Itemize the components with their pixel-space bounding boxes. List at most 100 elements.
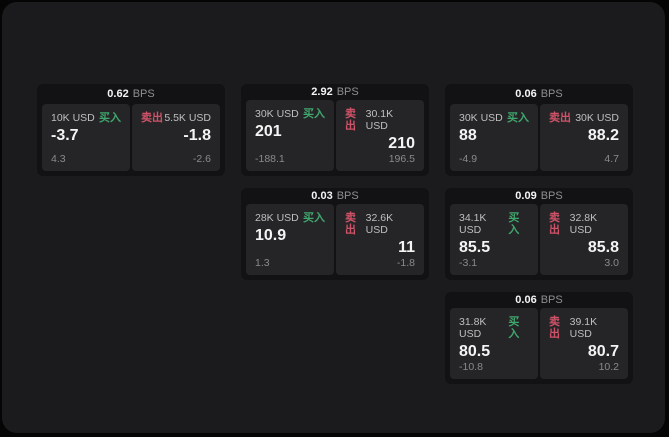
sell-notional: 30K USD <box>575 112 619 124</box>
sell-price: 85.8 <box>587 239 619 256</box>
sell-side-label: 卖出 <box>549 112 571 124</box>
quote-panels: 34.1K USD 买入 85.5 -3.1 卖出 32.8K USD 85.8… <box>450 204 628 275</box>
bps-unit-label: BPS <box>540 190 563 202</box>
sell-side-label: 卖出 <box>549 212 560 236</box>
quote-card: 0.06 BPS 31.8K USD 买入 80.5 -10.8 卖出 39.1… <box>445 292 633 384</box>
quote-card: 2.92 BPS 30K USD 买入 201 -188.1 卖出 30.1K … <box>241 84 429 176</box>
quote-panels: 30K USD 买入 88 -4.9 卖出 30K USD 88.2 4.7 <box>450 104 628 171</box>
spread-value: 0.06 <box>515 88 537 100</box>
bps-unit-label: BPS <box>336 190 359 202</box>
buy-delta: -3.1 <box>459 257 478 269</box>
sell-top-row: 卖出 5.5K USD <box>141 112 211 124</box>
bps-unit-label: BPS <box>540 294 563 306</box>
quote-card: 0.62 BPS 10K USD 买入 -3.7 4.3 卖出 5.5K USD… <box>37 84 225 176</box>
spread-value: 0.09 <box>515 190 537 202</box>
sell-quote-tile[interactable]: 卖出 39.1K USD 80.7 10.2 <box>540 308 628 379</box>
buy-delta: -10.8 <box>459 361 483 373</box>
buy-notional: 31.8K USD <box>459 316 487 340</box>
spread-value: 0.03 <box>311 190 333 202</box>
buy-quote-tile[interactable]: 10K USD 买入 -3.7 4.3 <box>42 104 130 171</box>
buy-price: 80.5 <box>459 343 491 360</box>
quote-panels: 30K USD 买入 201 -188.1 卖出 30.1K USD 210 1… <box>246 100 424 171</box>
buy-price: 85.5 <box>459 239 491 256</box>
sell-delta: -2.6 <box>192 153 211 165</box>
buy-notional: 34.1K USD <box>459 212 487 236</box>
sell-top-row: 卖出 39.1K USD <box>549 316 619 340</box>
buy-quote-tile[interactable]: 30K USD 买入 88 -4.9 <box>450 104 538 171</box>
sell-top-row: 卖出 30.1K USD <box>345 108 415 132</box>
quote-card: 0.03 BPS 28K USD 买入 10.9 1.3 卖出 32.6K US… <box>241 188 429 280</box>
spread-header: 2.92 BPS <box>246 84 424 100</box>
sell-side-label: 卖出 <box>345 212 356 236</box>
quote-card: 0.06 BPS 30K USD 买入 88 -4.9 卖出 30K USD 8… <box>445 84 633 176</box>
sell-side-label: 卖出 <box>345 108 356 132</box>
buy-side-label: 买入 <box>507 112 529 124</box>
buy-quote-tile[interactable]: 34.1K USD 买入 85.5 -3.1 <box>450 204 538 275</box>
buy-price: 201 <box>255 123 282 140</box>
buy-top-row: 34.1K USD 买入 <box>459 212 529 236</box>
quote-panels: 31.8K USD 买入 80.5 -10.8 卖出 39.1K USD 80.… <box>450 308 628 379</box>
buy-quote-tile[interactable]: 30K USD 买入 201 -188.1 <box>246 100 334 171</box>
buy-price: 10.9 <box>255 227 287 244</box>
sell-side-label: 卖出 <box>141 112 163 124</box>
sell-top-row: 卖出 30K USD <box>549 112 619 124</box>
quote-grid: 0.62 BPS 10K USD 买入 -3.7 4.3 卖出 5.5K USD… <box>37 84 633 384</box>
sell-price: 80.7 <box>587 343 619 360</box>
buy-delta: 4.3 <box>51 153 66 165</box>
bps-unit-label: BPS <box>132 88 155 100</box>
sell-delta: 196.5 <box>388 153 415 165</box>
sell-notional: 5.5K USD <box>164 112 211 124</box>
buy-side-label: 买入 <box>508 316 520 340</box>
spread-value: 0.06 <box>515 294 537 306</box>
buy-top-row: 10K USD 买入 <box>51 112 121 124</box>
buy-top-row: 30K USD 买入 <box>255 108 325 120</box>
sell-price: 11 <box>398 239 415 256</box>
buy-delta: 1.3 <box>255 257 270 269</box>
sell-notional: 32.8K USD <box>569 212 598 236</box>
buy-notional: 28K USD <box>255 212 299 224</box>
sell-price: -1.8 <box>183 127 211 144</box>
buy-price: 88 <box>459 127 477 144</box>
sell-quote-tile[interactable]: 卖出 5.5K USD -1.8 -2.6 <box>132 104 220 171</box>
buy-top-row: 31.8K USD 买入 <box>459 316 529 340</box>
buy-side-label: 买入 <box>99 112 121 124</box>
bps-unit-label: BPS <box>336 86 359 98</box>
sell-quote-tile[interactable]: 卖出 30.1K USD 210 196.5 <box>336 100 424 171</box>
buy-top-row: 30K USD 买入 <box>459 112 529 124</box>
sell-price: 88.2 <box>587 127 619 144</box>
sell-notional: 30.1K USD <box>365 108 394 132</box>
spread-value: 2.92 <box>311 86 333 98</box>
buy-side-label: 买入 <box>303 108 325 120</box>
spread-header: 0.06 BPS <box>450 292 628 308</box>
sell-price: 210 <box>388 135 415 152</box>
sell-quote-tile[interactable]: 卖出 32.6K USD 11 -1.8 <box>336 204 424 275</box>
buy-quote-tile[interactable]: 28K USD 买入 10.9 1.3 <box>246 204 334 275</box>
sell-notional: 32.6K USD <box>365 212 394 236</box>
buy-notional: 30K USD <box>255 108 299 120</box>
buy-notional: 30K USD <box>459 112 503 124</box>
sell-quote-tile[interactable]: 卖出 30K USD 88.2 4.7 <box>540 104 628 171</box>
sell-top-row: 卖出 32.6K USD <box>345 212 415 236</box>
spread-header: 0.03 BPS <box>246 188 424 204</box>
quote-panels: 28K USD 买入 10.9 1.3 卖出 32.6K USD 11 -1.8 <box>246 204 424 275</box>
sell-quote-tile[interactable]: 卖出 32.8K USD 85.8 3.0 <box>540 204 628 275</box>
buy-quote-tile[interactable]: 31.8K USD 买入 80.5 -10.8 <box>450 308 538 379</box>
buy-delta: -4.9 <box>459 153 478 165</box>
quote-card: 0.09 BPS 34.1K USD 买入 85.5 -3.1 卖出 32.8K… <box>445 188 633 280</box>
buy-top-row: 28K USD 买入 <box>255 212 325 224</box>
sell-delta: -1.8 <box>396 257 415 269</box>
spread-header: 0.09 BPS <box>450 188 628 204</box>
buy-price: -3.7 <box>51 127 79 144</box>
quote-panels: 10K USD 买入 -3.7 4.3 卖出 5.5K USD -1.8 -2.… <box>42 104 220 171</box>
buy-side-label: 买入 <box>303 212 325 224</box>
buy-side-label: 买入 <box>508 212 520 236</box>
sell-delta: 10.2 <box>598 361 619 373</box>
sell-notional: 39.1K USD <box>569 316 598 340</box>
bps-unit-label: BPS <box>540 88 563 100</box>
app-window: 0.62 BPS 10K USD 买入 -3.7 4.3 卖出 5.5K USD… <box>2 2 665 433</box>
buy-delta: -188.1 <box>255 153 285 165</box>
sell-top-row: 卖出 32.8K USD <box>549 212 619 236</box>
sell-delta: 3.0 <box>604 257 619 269</box>
spread-header: 0.06 BPS <box>450 84 628 104</box>
sell-side-label: 卖出 <box>549 316 560 340</box>
